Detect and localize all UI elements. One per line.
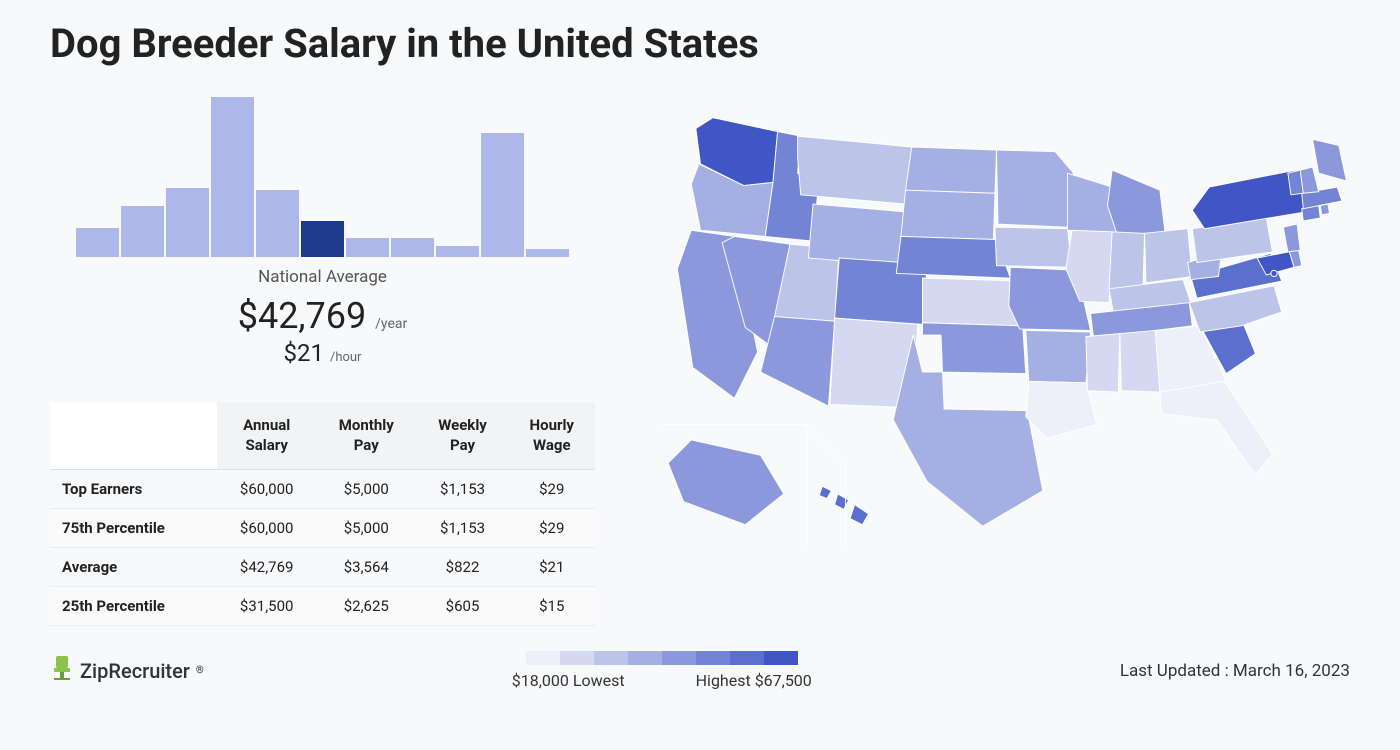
table-header [50,402,217,470]
legend-high-label: Highest $67,500 [696,671,812,690]
table-header: WeeklyPay [417,402,509,470]
national-average-label: National Average [50,267,595,287]
state-nd [906,147,997,193]
table-row: Average$42,769$3,564$822$21 [50,548,595,587]
table-header: HourlyWage [509,402,595,470]
table-cell: $29 [509,509,595,548]
hourly-wage-value: $21 [284,339,324,367]
legend-swatch [594,651,628,665]
page-title: Dog Breeder Salary in the United States [50,20,1350,67]
table-cell: $1,153 [417,470,509,509]
state-dc [1271,270,1277,276]
legend-swatch [628,651,662,665]
histogram-bar [436,246,479,257]
table-row: 25th Percentile$31,500$2,625$605$15 [50,587,595,626]
legend-swatch [560,651,594,665]
table-cell: $5,000 [316,470,417,509]
table-cell: 25th Percentile [50,587,217,626]
state-me [1313,139,1347,181]
ziprecruiter-logo: ZipRecruiter ® [50,652,204,689]
salary-histogram [73,97,573,257]
state-wy [808,204,904,266]
state-ar [1026,330,1091,382]
legend-swatch [662,651,696,665]
state-nj [1283,224,1300,252]
state-ia [995,227,1072,267]
last-updated: Last Updated : March 16, 2023 [1120,661,1350,681]
table-cell: $1,153 [417,509,509,548]
table-cell: $29 [509,470,595,509]
usa-choropleth-map [645,97,1385,567]
state-oh [1145,229,1193,283]
legend-swatch [696,651,730,665]
salary-breakdown-table: AnnualSalaryMonthlyPayWeeklyPayHourlyWag… [50,402,595,626]
state-la [1026,381,1097,438]
histogram-bar [121,206,164,257]
hourly-wage-unit: /hour [330,350,362,365]
table-cell: $42,769 [217,548,316,587]
table-row: Top Earners$60,000$5,000$1,153$29 [50,470,595,509]
state-nh [1300,167,1319,193]
table-row: 75th Percentile$60,000$5,000$1,153$29 [50,509,595,548]
state-al [1120,330,1160,392]
legend-swatch [526,651,560,665]
logo-tm: ® [196,665,204,676]
state-ms [1086,334,1120,393]
table-cell: Average [50,548,217,587]
table-cell: $21 [509,548,595,587]
legend-low-label: $18,000 Lowest [512,671,625,690]
state-ne [896,236,1010,278]
table-cell: $822 [417,548,509,587]
state-ok [923,323,1026,374]
histogram-bar [256,190,299,257]
annual-salary-value: $42,769 [238,295,366,337]
state-ak [668,440,784,525]
national-average-hourly: $21 /hour [50,339,595,367]
histogram-bar [76,228,119,257]
table-cell: $5,000 [316,509,417,548]
logo-text: ZipRecruiter [80,659,190,683]
table-cell: $31,500 [217,587,316,626]
legend-swatch [764,651,798,665]
histogram-bar [526,249,569,257]
state-in [1109,232,1144,291]
table-header: AnnualSalary [217,402,316,470]
state-mn [997,150,1074,227]
table-cell: $60,000 [217,470,316,509]
table-cell: Top Earners [50,470,217,509]
table-cell: $605 [417,587,509,626]
annual-salary-unit: /year [375,316,407,332]
state-sd [901,190,995,239]
state-hi [819,486,868,525]
table-cell: $60,000 [217,509,316,548]
histogram-bar [481,133,524,257]
logo-icon [50,652,74,689]
national-average-annual: $42,769 /year [50,295,595,337]
state-az [761,317,835,406]
table-cell: $15 [509,587,595,626]
histogram-bar [346,238,389,257]
table-cell: 75th Percentile [50,509,217,548]
histogram-bar [301,221,344,257]
histogram-bar [166,188,209,257]
table-cell: $3,564 [316,548,417,587]
histogram-bar [391,238,434,257]
table-header: MonthlyPay [316,402,417,470]
state-mt [798,136,912,204]
state-fl [1160,381,1273,475]
table-cell: $2,625 [316,587,417,626]
map-legend: $18,000 Lowest Highest $67,500 [512,651,812,690]
histogram-bar [211,97,254,257]
state-ri [1320,204,1329,215]
legend-swatch [730,651,764,665]
